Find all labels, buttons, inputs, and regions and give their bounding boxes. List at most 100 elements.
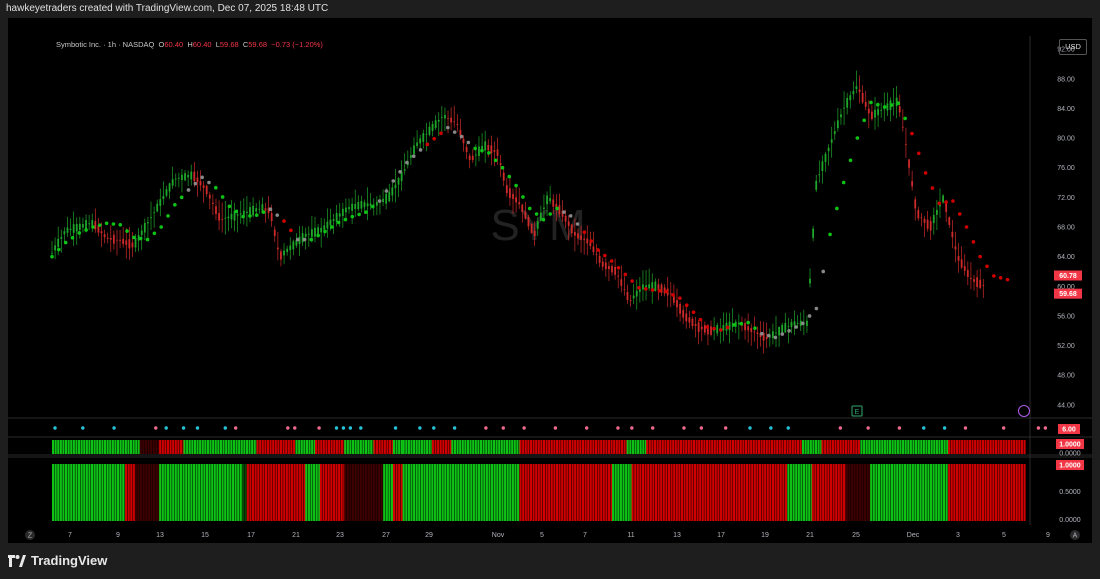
trend-dot: [589, 239, 593, 243]
candle-body: [397, 178, 400, 185]
indicator-bar: [327, 464, 330, 521]
signal-dot: [348, 426, 353, 430]
candle-body: [320, 227, 323, 233]
indicator-bar: [674, 440, 677, 454]
indicator-bar: [706, 464, 710, 521]
indicator-bar: [389, 440, 392, 454]
indicator-bar: [446, 464, 449, 521]
candle-body: [335, 212, 338, 223]
candle-body: [276, 247, 279, 250]
candle-body: [753, 331, 756, 333]
candle-body: [490, 145, 493, 154]
price-tick-label: 52.00: [1057, 343, 1075, 350]
indicator-bar: [592, 464, 595, 521]
trend-dot: [275, 213, 280, 217]
indicator-bar: [860, 440, 863, 454]
indicator-bar: [475, 464, 478, 521]
trend-dot: [732, 323, 737, 327]
trend-dot: [985, 264, 989, 269]
indicator-bar: [678, 464, 681, 521]
indicator-bar: [522, 440, 525, 454]
time-tick-label: 23: [336, 532, 344, 539]
candle-body: [911, 181, 914, 187]
indicator-bar: [639, 440, 642, 454]
indicator-bar: [761, 464, 764, 521]
trend-dot: [1005, 277, 1010, 282]
low-value: 59.68: [219, 40, 239, 49]
chart-canvas[interactable]: SYM44.0048.0052.0056.0060.0064.0068.0072…: [8, 18, 1092, 543]
indicator-bar: [362, 464, 365, 521]
chart-area[interactable]: SYM44.0048.0052.0056.0060.0064.0068.0072…: [8, 18, 1092, 543]
indicator-bar: [971, 440, 974, 454]
indicator-bar: [290, 440, 293, 454]
candle-body: [815, 180, 818, 190]
indicator-bar: [809, 440, 812, 454]
close-value: 59.68: [248, 40, 268, 49]
signal-dot: [164, 426, 168, 430]
indicator-bar: [922, 440, 925, 454]
price-tick-label: 80.00: [1057, 136, 1075, 143]
indicator-bar: [537, 440, 540, 454]
trend-dot: [555, 206, 559, 211]
indicator-bar: [470, 464, 473, 521]
candle-body: [215, 206, 217, 215]
candle-body: [434, 120, 437, 128]
indicator-bar: [101, 440, 104, 454]
candle-body: [85, 220, 87, 230]
tradingview-logo[interactable]: TradingView: [8, 553, 107, 568]
indicator-bar: [791, 440, 794, 454]
candle-body: [669, 293, 672, 295]
indicator-bar: [953, 440, 956, 454]
indicator-bar: [948, 440, 951, 454]
signal-dot: [181, 426, 186, 430]
indicator-bar: [344, 464, 347, 521]
candle-body: [589, 242, 592, 247]
indicator-bar: [751, 464, 754, 521]
indicator-bar: [261, 440, 264, 454]
indicator-bar: [319, 464, 322, 521]
indicator-bar: [65, 464, 68, 521]
indicator-bar: [994, 440, 997, 454]
indicator-bar: [114, 464, 117, 521]
signal-dot: [154, 426, 158, 430]
currency-button[interactable]: USD: [1059, 39, 1087, 55]
indicator-bar: [984, 464, 987, 521]
indicator-bar: [942, 464, 946, 521]
indicator-bar: [177, 464, 180, 521]
indicator-bar: [901, 464, 904, 521]
indicator-bar: [600, 464, 603, 521]
indicator-bar: [961, 464, 964, 521]
candle-body: [307, 233, 310, 235]
indicator-bar: [134, 464, 137, 521]
candle-body: [942, 195, 944, 203]
candle-body: [310, 229, 313, 237]
candle-body: [255, 208, 258, 212]
indicator-bar: [109, 464, 112, 521]
candle-body: [60, 236, 63, 239]
trend-dot: [548, 212, 553, 216]
trend-dot: [220, 195, 225, 199]
indicator-bar: [757, 440, 761, 454]
indicator-bar: [561, 440, 564, 454]
indicator-bar: [976, 440, 979, 454]
candle-body: [558, 205, 561, 215]
indicator-bar: [1005, 464, 1008, 521]
trend-dot: [241, 214, 245, 219]
indicator-bar: [117, 440, 120, 454]
indicator-bar: [291, 464, 294, 521]
indicator-bar: [851, 464, 854, 521]
indicator-bar: [672, 440, 675, 454]
candle-body: [512, 193, 514, 199]
indicator-bar: [192, 464, 196, 521]
candle-body: [833, 131, 836, 135]
indicator-bar: [579, 464, 582, 521]
indicator-bar: [127, 440, 130, 454]
indicator-bar: [774, 464, 777, 521]
trend-dot: [923, 171, 928, 175]
indicator-bar: [994, 464, 997, 521]
indicator-bar: [822, 464, 825, 521]
indicator-bar: [365, 440, 368, 454]
indicator-bar: [245, 440, 248, 454]
indicator-bar: [819, 464, 822, 521]
indicator-bar: [439, 464, 442, 521]
